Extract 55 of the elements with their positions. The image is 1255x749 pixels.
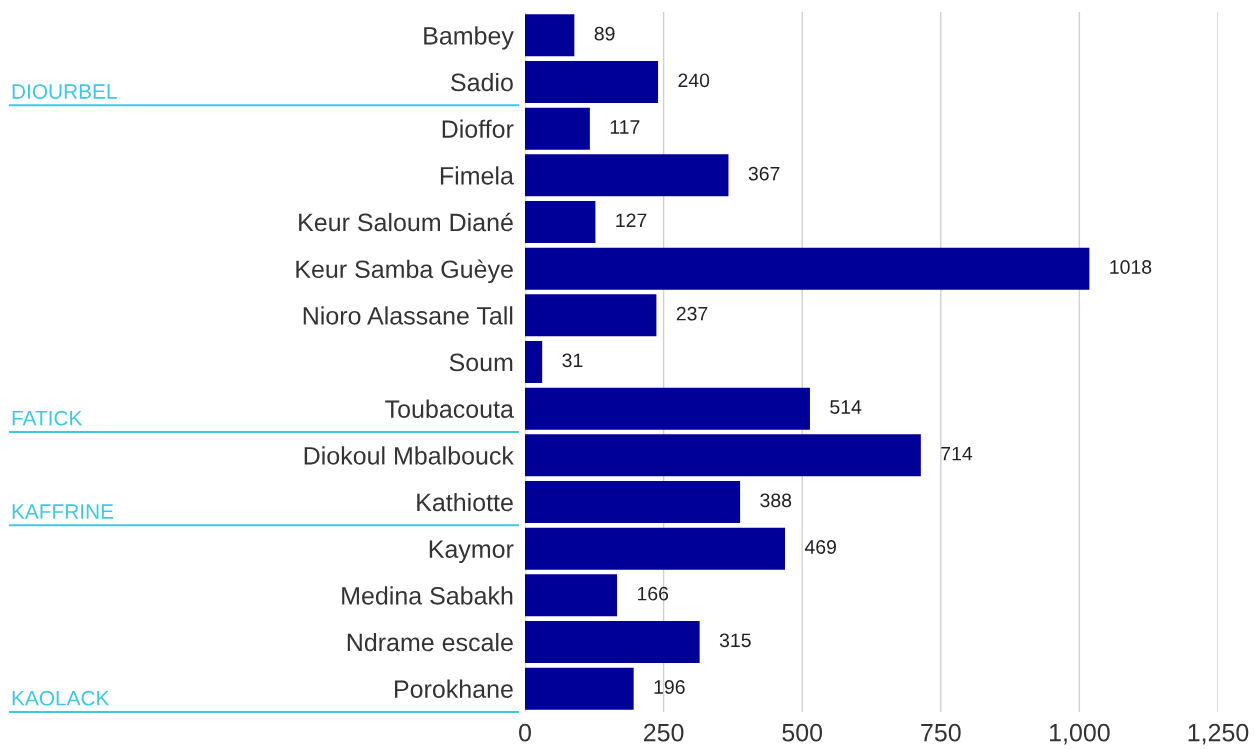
data-label: 714 (941, 446, 973, 461)
data-label: 514 (830, 400, 862, 414)
y-tick-label: Dioffor (442, 119, 514, 138)
bar (525, 667, 634, 710)
data-label: 31 (562, 353, 583, 368)
y-tick-label: Kaymor (429, 540, 514, 563)
x-tick-label: 1,250 (1188, 723, 1249, 745)
bar (525, 387, 810, 430)
y-tick-label: Kathiotte (417, 492, 513, 512)
text: FATICK (12, 410, 83, 426)
data-label: 89 (594, 26, 615, 41)
y-tick-label: Sadio (451, 72, 513, 92)
bar (525, 574, 618, 617)
bar (525, 527, 786, 570)
y-tick-label: Diokoul Mbalbouck (304, 446, 514, 465)
bar (525, 481, 741, 523)
data-label: 367 (748, 166, 780, 181)
x-tick-label: 250 (644, 723, 684, 742)
data-label: 388 (760, 493, 792, 508)
x-tick-label: 1,000 (1050, 723, 1110, 745)
y-tick-label: Toubacouta (385, 399, 514, 418)
y-tick-label: Fimela (440, 166, 514, 185)
bar (525, 201, 596, 243)
y-tick-label: Nioro Alassane Tall (303, 306, 513, 325)
bar (525, 61, 659, 103)
data-label: 196 (654, 680, 685, 694)
y-tick-label: Porokhane (395, 679, 513, 698)
text: DIOURBEL (12, 84, 117, 99)
data-label: 237 (676, 306, 708, 321)
bar (525, 107, 590, 150)
x-tick-label: 0 (519, 723, 531, 742)
data-label: 127 (616, 213, 647, 228)
bar (525, 341, 543, 383)
y-tick-label: Ndrame escale (347, 632, 513, 652)
bar (525, 621, 700, 663)
text: KAOLACK (12, 690, 110, 706)
bar (525, 14, 575, 57)
x-tick-label: 500 (782, 723, 823, 742)
data-label: 469 (804, 540, 836, 554)
y-tick-label: Keur Saloum Diané (299, 212, 513, 232)
data-label: 117 (610, 120, 640, 134)
bar (525, 294, 657, 337)
data-label: 315 (719, 633, 751, 648)
data-label: 240 (678, 73, 710, 88)
y-tick-label: Bambey (424, 26, 514, 50)
y-tick-label: Medina Sabakh (342, 586, 513, 605)
bar (525, 154, 729, 197)
bar (525, 434, 921, 477)
data-label: 1018 (1110, 260, 1152, 274)
bar (525, 247, 1090, 290)
y-tick-label: Keur Samba Guèye (296, 259, 513, 284)
data-label: 166 (637, 586, 669, 601)
x-tick-label: 750 (921, 723, 961, 742)
text: KAFFRINE (12, 504, 114, 519)
y-tick-label: Soum (449, 353, 513, 372)
